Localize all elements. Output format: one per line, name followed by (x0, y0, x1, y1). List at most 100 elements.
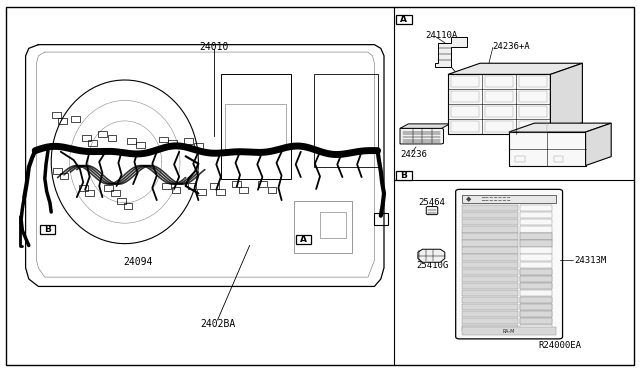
Bar (554, 156, 563, 162)
Bar (462, 304, 518, 310)
Bar (485, 106, 513, 117)
Bar (520, 276, 552, 282)
Bar (520, 276, 552, 282)
Bar (520, 233, 552, 240)
Bar (168, 140, 177, 146)
Bar (136, 142, 145, 148)
Bar (462, 233, 518, 240)
Bar (184, 138, 193, 144)
Polygon shape (435, 37, 467, 67)
Bar (520, 269, 552, 275)
Text: R24000EA: R24000EA (538, 341, 582, 350)
Bar (462, 276, 518, 282)
Bar (239, 187, 248, 193)
Bar (520, 318, 552, 324)
Polygon shape (400, 124, 450, 128)
Bar (104, 185, 113, 191)
Bar (520, 304, 552, 310)
Bar (162, 183, 171, 189)
Bar (520, 91, 547, 102)
Bar (462, 205, 518, 211)
Bar (520, 311, 552, 317)
Text: RA-M: RA-M (502, 328, 515, 334)
Bar (462, 254, 518, 261)
Bar (520, 205, 552, 211)
Bar (462, 240, 518, 247)
Bar (210, 183, 219, 189)
Text: A: A (300, 235, 307, 244)
Bar (462, 318, 518, 324)
Text: 24313M: 24313M (574, 256, 606, 265)
Bar (194, 143, 203, 149)
Bar (520, 269, 552, 275)
Bar (520, 304, 552, 310)
Polygon shape (448, 63, 582, 74)
Polygon shape (418, 249, 445, 262)
Bar (520, 325, 552, 331)
Text: 24110A: 24110A (426, 31, 458, 40)
Bar (314, 74, 378, 167)
Text: 24010: 24010 (200, 42, 229, 51)
Bar (60, 173, 68, 179)
Bar (374, 213, 388, 225)
Text: 24094: 24094 (123, 257, 152, 267)
Bar (520, 318, 552, 324)
Bar (451, 76, 479, 87)
Text: ◆: ◆ (467, 196, 472, 202)
Bar (197, 189, 206, 195)
Bar (520, 219, 552, 225)
Text: B: B (44, 225, 51, 234)
Bar (85, 190, 94, 196)
Bar (520, 212, 552, 218)
Bar (462, 325, 518, 331)
Text: 2402BA: 2402BA (200, 319, 236, 328)
Bar (71, 116, 80, 122)
Bar (520, 297, 552, 303)
Bar (111, 190, 120, 196)
Bar (462, 195, 556, 203)
Bar (108, 135, 116, 141)
Bar (451, 91, 479, 102)
Bar (98, 131, 107, 137)
Bar (520, 311, 552, 317)
Bar (88, 140, 97, 146)
Bar (462, 219, 518, 225)
Polygon shape (586, 123, 611, 166)
Polygon shape (448, 74, 550, 134)
Text: 25410G: 25410G (416, 262, 448, 270)
Bar (520, 76, 547, 87)
Bar (462, 212, 518, 218)
Bar (520, 283, 552, 289)
Bar (462, 262, 518, 268)
Bar (462, 283, 518, 289)
Bar (52, 112, 61, 118)
Bar (462, 327, 556, 335)
Bar (485, 121, 513, 132)
Bar (520, 297, 552, 303)
Bar (79, 185, 88, 191)
Bar (188, 183, 196, 189)
Bar (159, 137, 168, 142)
Bar (396, 15, 412, 24)
Bar (520, 283, 552, 289)
Bar (462, 226, 518, 232)
Polygon shape (426, 206, 438, 215)
Bar (462, 297, 518, 303)
Bar (40, 225, 55, 234)
Text: ─ ─ ─ ─ ─ ─ ─: ─ ─ ─ ─ ─ ─ ─ (481, 198, 511, 203)
Bar (462, 247, 518, 254)
Bar (520, 262, 552, 268)
Bar (82, 135, 91, 141)
Bar (172, 187, 180, 193)
Bar (268, 187, 276, 193)
Text: 24236: 24236 (400, 150, 427, 159)
Bar (515, 156, 525, 162)
Bar (451, 121, 479, 132)
Bar (396, 171, 412, 180)
Bar (117, 198, 126, 204)
Bar (520, 106, 547, 117)
Bar (127, 138, 136, 144)
Bar (462, 269, 518, 275)
Bar (225, 104, 286, 149)
Bar (58, 118, 67, 124)
